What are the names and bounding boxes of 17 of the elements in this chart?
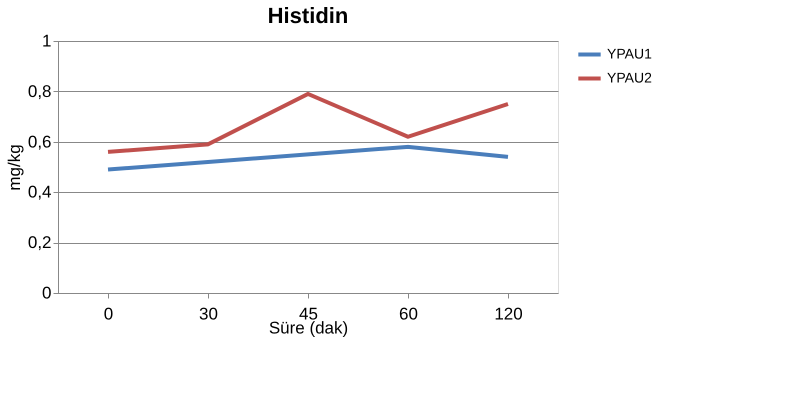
x-tick-label: 120 <box>494 304 523 324</box>
y-tick-label: 0,8 <box>28 82 52 101</box>
line-series <box>106 92 510 154</box>
y-axis-title: mg/kg <box>4 144 24 191</box>
legend-label: YPAU2 <box>607 70 652 86</box>
y-tick-label: 1 <box>42 32 52 50</box>
x-tick-label: 0 <box>104 304 114 324</box>
y-tick-label: 0,6 <box>28 132 52 152</box>
legend-label: YPAU1 <box>607 46 652 62</box>
y-tick-label: 0 <box>42 284 52 302</box>
chart-title: Histidin <box>268 3 348 28</box>
y-tick-label: 0,2 <box>28 233 52 252</box>
line-series <box>106 144 510 172</box>
x-tick-label: 30 <box>199 304 218 324</box>
x-tick-label: 60 <box>399 304 418 324</box>
x-axis-title: Süre (dak) <box>268 318 348 338</box>
y-tick-label: 0,4 <box>28 182 52 202</box>
